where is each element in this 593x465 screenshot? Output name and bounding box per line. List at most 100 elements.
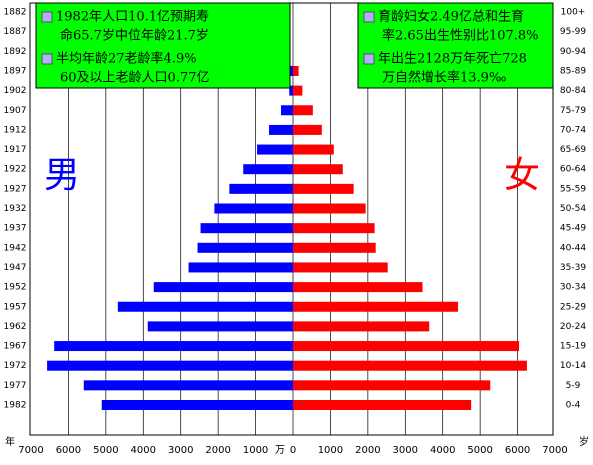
- y-tick-label: 1932: [4, 204, 27, 214]
- bar: [293, 242, 376, 253]
- bar: [293, 282, 423, 293]
- y2-tick-label: 55-59: [560, 184, 586, 194]
- bar: [153, 282, 293, 293]
- bar: [200, 223, 293, 234]
- y2-tick-label: 25-29: [560, 302, 586, 312]
- x-tick-label: 7000: [18, 445, 43, 456]
- y-tick-label: 1972: [4, 361, 27, 371]
- bar: [293, 65, 299, 76]
- y2-tick-label: 45-49: [560, 224, 586, 234]
- y2-tick-label: 75-79: [560, 106, 586, 116]
- y2-tick-label: 30-34: [560, 283, 586, 293]
- x-tick-label: 7000: [542, 445, 567, 456]
- bar: [293, 124, 322, 135]
- y2-tick-label: 95-99: [560, 27, 586, 37]
- y2-tick-label: 10-14: [560, 361, 586, 371]
- y2-tick-label: 20-24: [560, 322, 586, 332]
- x-tick-label: 6000: [505, 445, 530, 456]
- y2-tick-label: 40-44: [560, 243, 586, 253]
- bullet: [41, 53, 53, 65]
- x-tick-label: 3000: [168, 445, 193, 456]
- y-tick-label: 1982: [4, 401, 27, 411]
- bar: [281, 105, 293, 116]
- bar: [293, 144, 334, 155]
- y2-tick-label: 70-74: [560, 125, 586, 135]
- bar: [269, 124, 293, 135]
- y2-tick-label: 5-9: [566, 381, 581, 391]
- bar: [197, 242, 293, 253]
- info-text: 半均年龄27老龄率4.9%: [56, 51, 197, 67]
- info-box-bg: [357, 2, 554, 89]
- y-tick-label: 1897: [4, 66, 27, 76]
- series-label: 男: [44, 155, 80, 196]
- y-tick-label: 1902: [4, 86, 27, 96]
- y-tick-label: 1887: [4, 27, 27, 37]
- bar: [188, 262, 293, 273]
- y-tick-label: 1927: [4, 184, 27, 194]
- y-tick-label: 1922: [4, 165, 27, 175]
- y-tick-label: 1942: [4, 243, 27, 253]
- bar: [243, 164, 293, 175]
- unit-label: 万: [275, 445, 285, 456]
- bar: [293, 183, 354, 194]
- bar: [147, 321, 293, 332]
- bar: [117, 301, 293, 312]
- y-tick-label: 1912: [4, 125, 27, 135]
- y2-tick-label: 60-64: [560, 165, 586, 175]
- y2-tick-label: 65-69: [560, 145, 586, 155]
- bar: [293, 85, 303, 96]
- bar: [47, 360, 293, 371]
- bullet: [41, 11, 53, 23]
- x-tick-label: 4000: [430, 445, 455, 456]
- y2-tick-label: 50-54: [560, 204, 586, 214]
- y2-tick-label: 100+: [561, 8, 586, 18]
- x-tick-label: 5000: [467, 445, 492, 456]
- y-tick-label: 1917: [4, 145, 27, 155]
- bar: [257, 144, 293, 155]
- x-tick-label: 3000: [393, 445, 418, 456]
- y-tick-label: 1957: [4, 302, 27, 312]
- x-tick-label: 6000: [56, 445, 81, 456]
- y2-tick-label: 15-19: [560, 342, 586, 352]
- y2-tick-label: 85-89: [560, 66, 586, 76]
- x-tick-label: 2000: [355, 445, 380, 456]
- bullet: [363, 11, 375, 23]
- bar: [293, 301, 459, 312]
- bar: [293, 321, 430, 332]
- info-box: 1982年人口10.1亿预期寿命65.7岁中位年龄21.7岁半均年龄27老龄率4…: [35, 2, 291, 89]
- info-text: 育龄妇女2.49亿总和生育: [378, 9, 524, 25]
- bar: [54, 341, 293, 352]
- age-axis-label: 岁: [579, 435, 589, 448]
- x-tick-label: 2000: [205, 445, 230, 456]
- x-tick-label: 1000: [243, 445, 268, 456]
- info-text: 60及以上老龄人口0.77亿: [60, 71, 210, 86]
- x-tick-label: 0: [290, 445, 296, 456]
- info-text: 1982年人口10.1亿预期寿: [56, 10, 209, 25]
- y2-tick-label: 35-39: [560, 263, 586, 273]
- y-tick-label: 1967: [4, 342, 27, 352]
- bar: [293, 380, 491, 391]
- x-tick-label: 5000: [93, 445, 118, 456]
- y-tick-label: 1892: [4, 47, 27, 57]
- year-axis-label: 年: [5, 435, 15, 448]
- bar: [214, 203, 293, 214]
- y-tick-label: 1947: [4, 263, 27, 273]
- bullet: [363, 53, 375, 65]
- bar: [293, 360, 527, 371]
- bar: [293, 341, 520, 352]
- info-text: 命65.7岁中位年龄21.7岁: [60, 28, 209, 44]
- info-text: 年出生2128万年死亡728: [378, 52, 527, 67]
- bar: [293, 164, 343, 175]
- info-text: 万自然增长率13.9‰: [382, 70, 506, 86]
- y2-tick-label: 80-84: [560, 86, 586, 96]
- y-tick-label: 1977: [4, 381, 27, 391]
- bar: [83, 380, 293, 391]
- bar: [293, 105, 313, 116]
- y-tick-label: 1882: [4, 8, 27, 18]
- x-tick-label: 1000: [318, 445, 343, 456]
- bar: [289, 85, 293, 96]
- series-label: 女: [504, 155, 540, 196]
- bar: [290, 65, 293, 76]
